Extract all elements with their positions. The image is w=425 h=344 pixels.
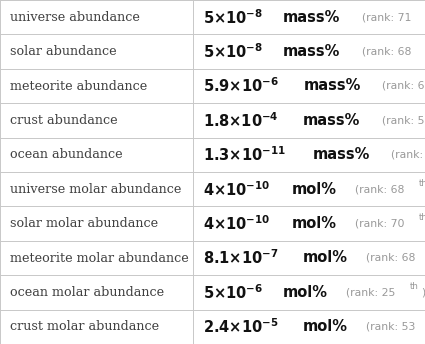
Text: meteorite abundance: meteorite abundance xyxy=(10,79,147,93)
Text: mol%: mol% xyxy=(292,182,337,197)
Text: (rank: 75: (rank: 75 xyxy=(391,150,425,160)
Text: $\mathbf{4{\times}10^{-10}}$: $\mathbf{4{\times}10^{-10}}$ xyxy=(204,180,271,198)
Text: $\mathbf{4{\times}10^{-10}}$: $\mathbf{4{\times}10^{-10}}$ xyxy=(204,214,271,233)
Text: ocean abundance: ocean abundance xyxy=(10,148,123,161)
Text: universe abundance: universe abundance xyxy=(10,11,140,24)
Text: (rank: 52: (rank: 52 xyxy=(382,115,425,126)
Text: (rank: 68: (rank: 68 xyxy=(366,253,415,263)
Text: (rank: 71: (rank: 71 xyxy=(362,12,411,22)
Text: solar molar abundance: solar molar abundance xyxy=(10,217,158,230)
Text: mass%: mass% xyxy=(303,78,361,94)
Text: th: th xyxy=(419,179,425,187)
Text: mass%: mass% xyxy=(312,147,370,162)
Text: mass%: mass% xyxy=(283,10,340,25)
Text: mol%: mol% xyxy=(292,216,337,231)
Text: (rank: 25: (rank: 25 xyxy=(346,287,395,298)
Text: th: th xyxy=(410,282,419,291)
Text: $\mathbf{5{\times}10^{-6}}$: $\mathbf{5{\times}10^{-6}}$ xyxy=(204,283,264,302)
Text: $\mathbf{8.1{\times}10^{-7}}$: $\mathbf{8.1{\times}10^{-7}}$ xyxy=(204,249,279,267)
Text: (rank: 70: (rank: 70 xyxy=(355,218,405,229)
Text: crust abundance: crust abundance xyxy=(10,114,118,127)
Text: universe molar abundance: universe molar abundance xyxy=(10,183,181,196)
Text: mass%: mass% xyxy=(303,113,360,128)
Text: $\mathbf{5{\times}10^{-8}}$: $\mathbf{5{\times}10^{-8}}$ xyxy=(204,42,264,61)
Text: (rank: 68: (rank: 68 xyxy=(382,81,425,91)
Text: (rank: 68: (rank: 68 xyxy=(355,184,405,194)
Text: ): ) xyxy=(421,287,425,298)
Text: crust molar abundance: crust molar abundance xyxy=(10,320,159,333)
Text: meteorite molar abundance: meteorite molar abundance xyxy=(10,251,189,265)
Text: $\mathbf{2.4{\times}10^{-5}}$: $\mathbf{2.4{\times}10^{-5}}$ xyxy=(204,318,279,336)
Text: ocean molar abundance: ocean molar abundance xyxy=(10,286,164,299)
Text: $\mathbf{1.3{\times}10^{-11}}$: $\mathbf{1.3{\times}10^{-11}}$ xyxy=(204,146,286,164)
Text: (rank: 53: (rank: 53 xyxy=(366,322,415,332)
Text: mass%: mass% xyxy=(283,44,340,59)
Text: $\mathbf{1.8{\times}10^{-4}}$: $\mathbf{1.8{\times}10^{-4}}$ xyxy=(204,111,279,130)
Text: $\mathbf{5{\times}10^{-8}}$: $\mathbf{5{\times}10^{-8}}$ xyxy=(204,8,264,26)
Text: th: th xyxy=(419,213,425,222)
Text: mol%: mol% xyxy=(303,319,348,334)
Text: $\mathbf{5.9{\times}10^{-6}}$: $\mathbf{5.9{\times}10^{-6}}$ xyxy=(204,77,279,95)
Text: mol%: mol% xyxy=(303,250,348,266)
Text: (rank: 68: (rank: 68 xyxy=(362,46,411,57)
Text: mol%: mol% xyxy=(283,285,328,300)
Text: solar abundance: solar abundance xyxy=(10,45,116,58)
